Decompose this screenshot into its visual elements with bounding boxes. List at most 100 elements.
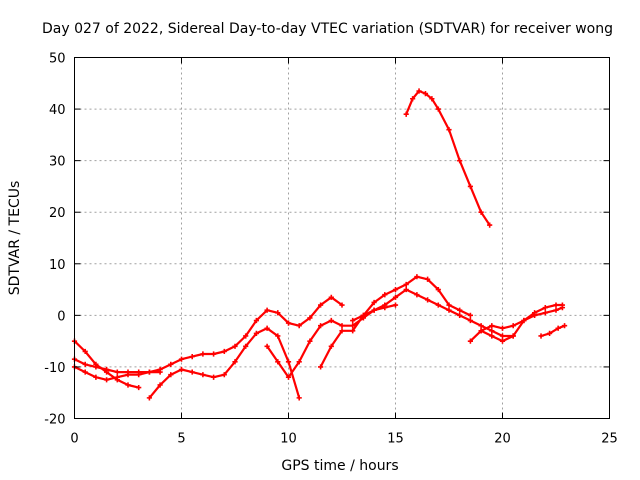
data-point bbox=[499, 333, 506, 339]
data-point bbox=[489, 328, 495, 334]
data-point bbox=[114, 369, 120, 375]
x-tick-label: 25 bbox=[601, 432, 618, 447]
data-point bbox=[136, 384, 142, 391]
data-point bbox=[561, 323, 568, 329]
y-tick-label: -20 bbox=[44, 413, 65, 428]
data-point bbox=[392, 294, 399, 300]
data-point bbox=[221, 348, 227, 355]
data-point bbox=[296, 323, 302, 329]
x-tick-label: 0 bbox=[70, 432, 78, 447]
data-point bbox=[553, 302, 559, 308]
data-point bbox=[410, 96, 416, 102]
data-point bbox=[318, 364, 324, 370]
data-point bbox=[253, 317, 259, 324]
data-point bbox=[318, 302, 324, 308]
data-point bbox=[360, 312, 366, 318]
data-point bbox=[499, 325, 506, 331]
data-point bbox=[328, 294, 334, 300]
data-point bbox=[416, 88, 422, 94]
data-point bbox=[435, 302, 441, 308]
data-point bbox=[457, 158, 463, 164]
series-line bbox=[539, 324, 566, 338]
data-point bbox=[296, 359, 302, 365]
data-point bbox=[168, 372, 174, 378]
data-point bbox=[168, 361, 174, 367]
data-point bbox=[478, 209, 484, 215]
data-point bbox=[382, 302, 388, 308]
grid-lines bbox=[74, 57, 610, 419]
series-arc-8 bbox=[403, 88, 493, 228]
data-point bbox=[339, 302, 345, 308]
data-point bbox=[253, 330, 259, 337]
data-point bbox=[521, 317, 527, 324]
series-line bbox=[351, 288, 515, 338]
data-point bbox=[114, 374, 120, 380]
data-point bbox=[350, 323, 356, 329]
series-line bbox=[405, 89, 491, 227]
series-arc-5 bbox=[264, 302, 399, 380]
x-tick-label: 10 bbox=[280, 432, 297, 447]
series-arc-11 bbox=[538, 323, 568, 339]
data-point bbox=[425, 297, 431, 303]
data-point bbox=[264, 307, 270, 313]
data-point bbox=[414, 292, 420, 298]
data-point bbox=[146, 369, 152, 375]
data-point bbox=[328, 343, 334, 349]
data-point bbox=[371, 307, 377, 313]
data-point bbox=[553, 307, 559, 313]
data-point bbox=[446, 307, 452, 313]
data-point bbox=[285, 359, 292, 365]
data-point bbox=[328, 317, 334, 324]
data-point bbox=[467, 183, 473, 190]
data-point bbox=[403, 281, 409, 288]
series-arc-10 bbox=[478, 302, 566, 344]
y-tick-label: 50 bbox=[49, 52, 66, 67]
data-point bbox=[457, 312, 463, 318]
data-point bbox=[82, 348, 88, 355]
data-point bbox=[264, 325, 270, 331]
data-point bbox=[318, 323, 324, 329]
data-point bbox=[425, 276, 431, 282]
series-arc-3 bbox=[71, 294, 345, 383]
data-point bbox=[489, 333, 495, 339]
data-point bbox=[93, 374, 99, 380]
x-tick-label: 20 bbox=[494, 432, 511, 447]
data-point bbox=[307, 338, 313, 344]
data-point bbox=[489, 323, 495, 329]
data-point bbox=[350, 328, 356, 334]
data-point bbox=[546, 330, 553, 337]
data-point bbox=[178, 366, 185, 373]
data-point bbox=[339, 323, 345, 329]
y-tick-label: -10 bbox=[44, 361, 65, 376]
data-series bbox=[71, 88, 568, 401]
axis-ticks: 0 5 10 15 20 25 -20 -10 0 10 20 30 40 50 bbox=[44, 52, 618, 447]
data-point bbox=[555, 325, 561, 331]
series-arc-4 bbox=[146, 325, 302, 401]
data-point bbox=[499, 338, 506, 344]
x-tick-label: 5 bbox=[177, 432, 185, 447]
data-point bbox=[307, 315, 313, 321]
data-point bbox=[435, 106, 441, 112]
data-point bbox=[403, 286, 409, 293]
data-point bbox=[285, 374, 292, 380]
data-point bbox=[296, 395, 302, 401]
data-point bbox=[382, 292, 388, 298]
chart-title: Day 027 of 2022, Sidereal Day-to-day VTE… bbox=[42, 21, 613, 37]
y-tick-label: 30 bbox=[49, 155, 66, 170]
data-point bbox=[211, 374, 217, 380]
data-point bbox=[232, 343, 238, 349]
data-point bbox=[157, 366, 163, 373]
data-point bbox=[403, 111, 409, 117]
series-arc-9 bbox=[467, 305, 566, 344]
data-point bbox=[371, 299, 377, 306]
series-arc-6 bbox=[318, 274, 473, 370]
x-tick-label: 15 bbox=[387, 432, 404, 447]
data-point bbox=[200, 372, 206, 378]
data-point bbox=[93, 364, 99, 370]
data-point bbox=[232, 359, 238, 365]
data-point bbox=[157, 382, 163, 388]
y-tick-label: 40 bbox=[49, 103, 66, 118]
data-point bbox=[429, 96, 435, 102]
data-point bbox=[510, 333, 516, 339]
